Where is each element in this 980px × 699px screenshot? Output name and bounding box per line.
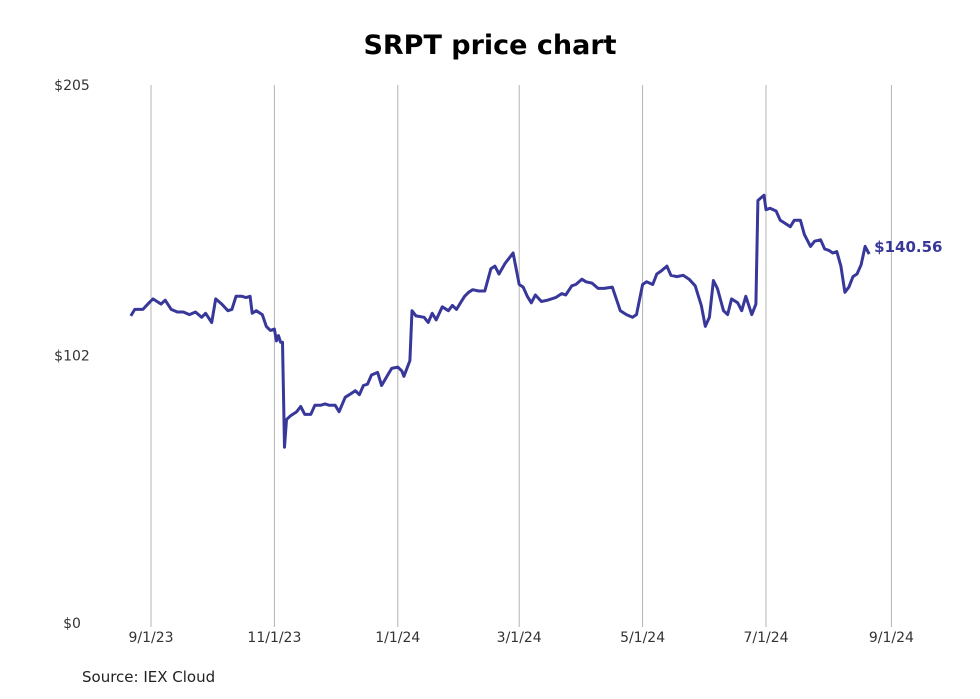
gridlines	[150, 85, 892, 627]
y-tick-label-2: $205	[54, 78, 90, 94]
x-tick-label-3: 3/1/24	[497, 630, 542, 646]
y-tick-label-0: $0	[63, 616, 81, 632]
x-tick-label-2: 1/1/24	[375, 630, 420, 646]
source-note: Source: IEX Cloud	[82, 668, 216, 686]
x-tick-label-1: 11/1/23	[247, 630, 301, 646]
x-tick-label-4: 5/1/24	[620, 630, 665, 646]
x-tick-label-6: 9/1/24	[869, 630, 914, 646]
chart-title: SRPT price chart	[363, 30, 617, 61]
x-tick-label-0: 9/1/23	[128, 630, 173, 646]
x-tick-label-5: 7/1/24	[743, 630, 788, 646]
price-series-line	[129, 193, 871, 449]
y-tick-label-1: $102	[54, 348, 90, 364]
y-axis: $0 $102 $205	[54, 78, 90, 632]
x-axis: 9/1/23 11/1/23 1/1/24 3/1/24 5/1/24 7/1/24 9/1…	[128, 630, 914, 646]
last-price-label: $140.56	[874, 238, 942, 256]
